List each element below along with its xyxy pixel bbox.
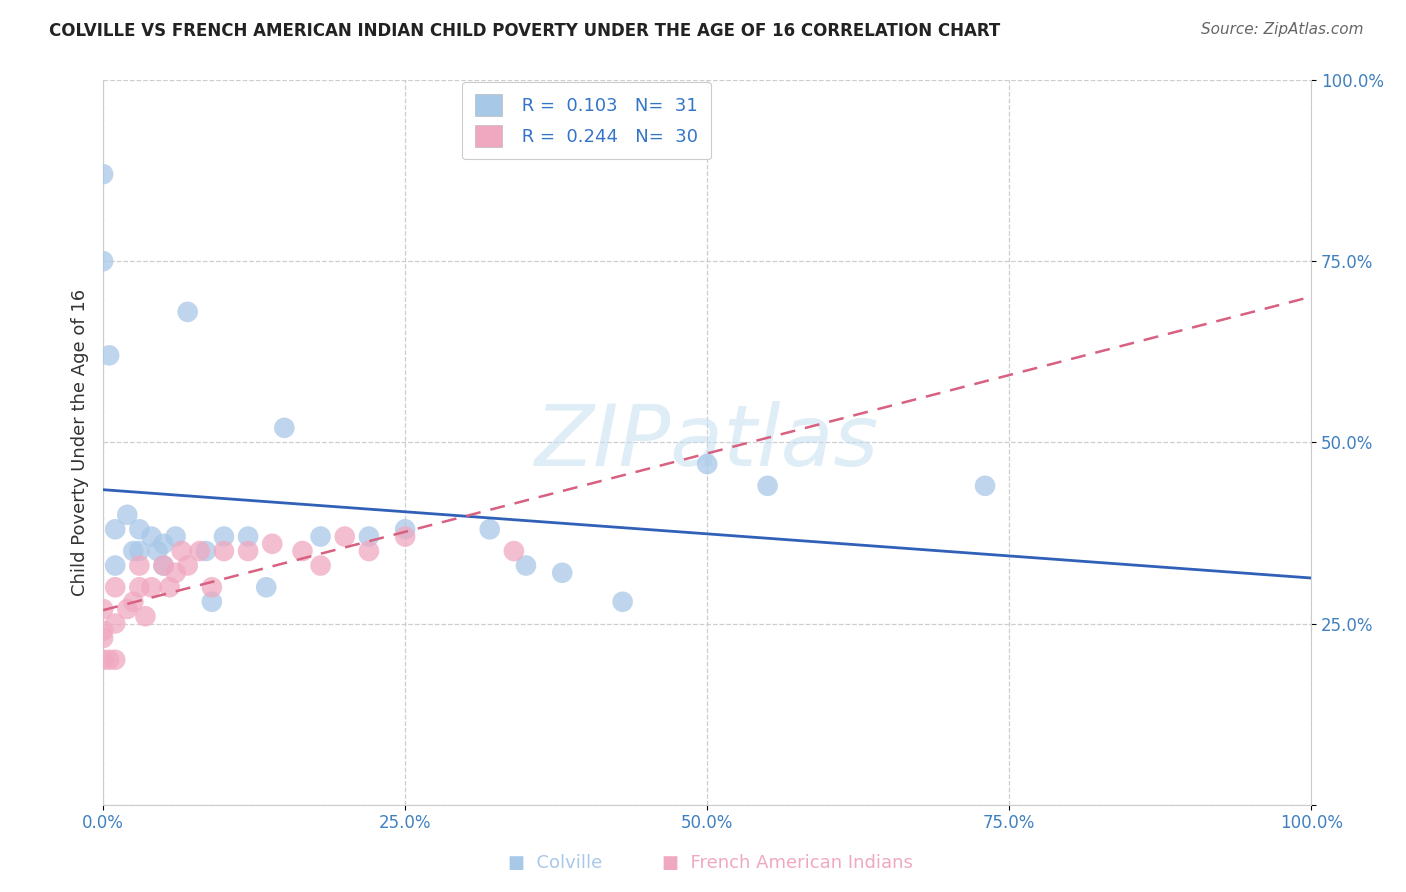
Point	[104, 653, 127, 667]
Point	[212, 530, 235, 544]
Point	[98, 653, 121, 667]
Point	[91, 602, 114, 616]
Point	[515, 558, 537, 573]
Point	[394, 522, 416, 536]
Point	[612, 595, 634, 609]
Y-axis label: Child Poverty Under the Age of 16: Child Poverty Under the Age of 16	[72, 289, 89, 596]
Point	[152, 537, 174, 551]
Point	[212, 544, 235, 558]
Point	[134, 609, 156, 624]
Point	[141, 530, 163, 544]
Point	[165, 566, 187, 580]
Point	[117, 602, 139, 616]
Point	[309, 558, 332, 573]
Point	[236, 544, 259, 558]
Point	[273, 421, 295, 435]
Text: ZIPatlas: ZIPatlas	[536, 401, 879, 483]
Point	[128, 544, 150, 558]
Point	[551, 566, 574, 580]
Point	[91, 653, 114, 667]
Text: ■  French American Indians: ■ French American Indians	[662, 855, 912, 872]
Point	[165, 530, 187, 544]
Text: Source: ZipAtlas.com: Source: ZipAtlas.com	[1201, 22, 1364, 37]
Point	[152, 558, 174, 573]
Point	[478, 522, 501, 536]
Point	[254, 580, 277, 594]
Point	[91, 167, 114, 181]
Text: ■  Colville: ■ Colville	[508, 855, 603, 872]
Point	[194, 544, 217, 558]
Point	[128, 522, 150, 536]
Point	[98, 348, 121, 362]
Point	[357, 544, 380, 558]
Point	[146, 544, 169, 558]
Point	[91, 624, 114, 638]
Point	[756, 479, 779, 493]
Point	[122, 544, 145, 558]
Point	[104, 522, 127, 536]
Point	[502, 544, 524, 558]
Point	[91, 631, 114, 645]
Point	[201, 595, 224, 609]
Point	[152, 558, 174, 573]
Point	[262, 537, 284, 551]
Point	[128, 580, 150, 594]
Point	[104, 558, 127, 573]
Point	[91, 254, 114, 268]
Point	[974, 479, 997, 493]
Legend:  R =  0.103   N=  31,  R =  0.244   N=  30: R = 0.103 N= 31, R = 0.244 N= 30	[463, 82, 711, 159]
Point	[394, 530, 416, 544]
Point	[201, 580, 224, 594]
Point	[357, 530, 380, 544]
Point	[291, 544, 314, 558]
Point	[128, 558, 150, 573]
Point	[176, 558, 198, 573]
Point	[236, 530, 259, 544]
Point	[696, 457, 718, 471]
Point	[141, 580, 163, 594]
Point	[309, 530, 332, 544]
Point	[333, 530, 356, 544]
Text: COLVILLE VS FRENCH AMERICAN INDIAN CHILD POVERTY UNDER THE AGE OF 16 CORRELATION: COLVILLE VS FRENCH AMERICAN INDIAN CHILD…	[49, 22, 1001, 40]
Point	[104, 616, 127, 631]
Point	[117, 508, 139, 522]
Point	[170, 544, 193, 558]
Point	[176, 305, 198, 319]
Point	[159, 580, 181, 594]
Point	[122, 595, 145, 609]
Point	[188, 544, 211, 558]
Point	[104, 580, 127, 594]
